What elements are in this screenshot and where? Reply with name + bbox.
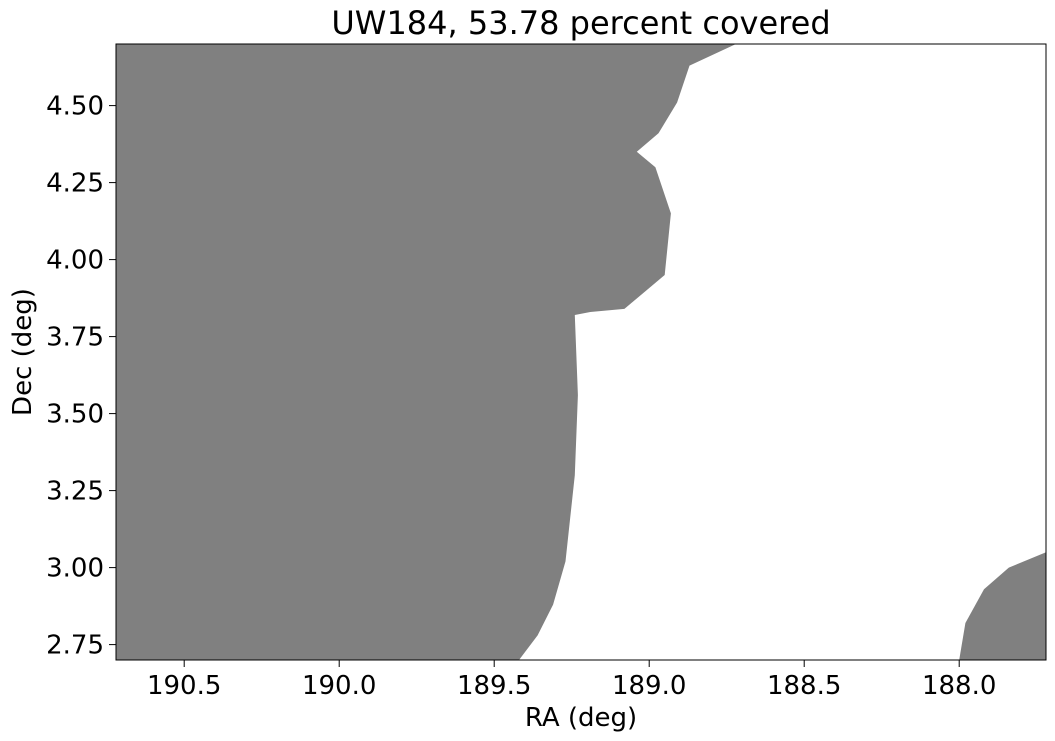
chart-title: UW184, 53.78 percent covered: [331, 4, 830, 42]
coverage-region-covered-corner: [959, 552, 1046, 660]
y-tick-label: 3.75: [46, 323, 104, 353]
y-tick-label: 4.00: [46, 246, 104, 276]
y-axis-label: Dec (deg): [8, 288, 38, 416]
axes-frame: [115, 43, 1047, 661]
y-tick-label: 3.00: [46, 554, 104, 584]
x-tick-label: 190.5: [147, 671, 221, 701]
y-tick-label: 2.75: [46, 631, 104, 661]
x-tick-label: 189.5: [457, 671, 531, 701]
y-tick-label: 4.25: [46, 169, 104, 199]
y-axis: 2.75 3.00 3.25 3.50 3.75 4.00 4.25 4.50: [46, 92, 116, 661]
plot-area: [116, 44, 1046, 660]
y-tick-label: 3.25: [46, 477, 104, 507]
x-tick-label: 188.5: [767, 671, 841, 701]
x-tick-label: 189.0: [612, 671, 686, 701]
x-tick-label: 188.0: [922, 671, 996, 701]
x-axis: 190.5 190.0 189.5 189.0 188.5 188.0: [147, 660, 996, 701]
x-tick-label: 190.0: [302, 671, 376, 701]
y-tick-label: 3.50: [46, 400, 104, 430]
y-tick-label: 4.50: [46, 92, 104, 122]
x-axis-label: RA (deg): [525, 703, 637, 733]
coverage-region-covered-main: [116, 44, 736, 660]
